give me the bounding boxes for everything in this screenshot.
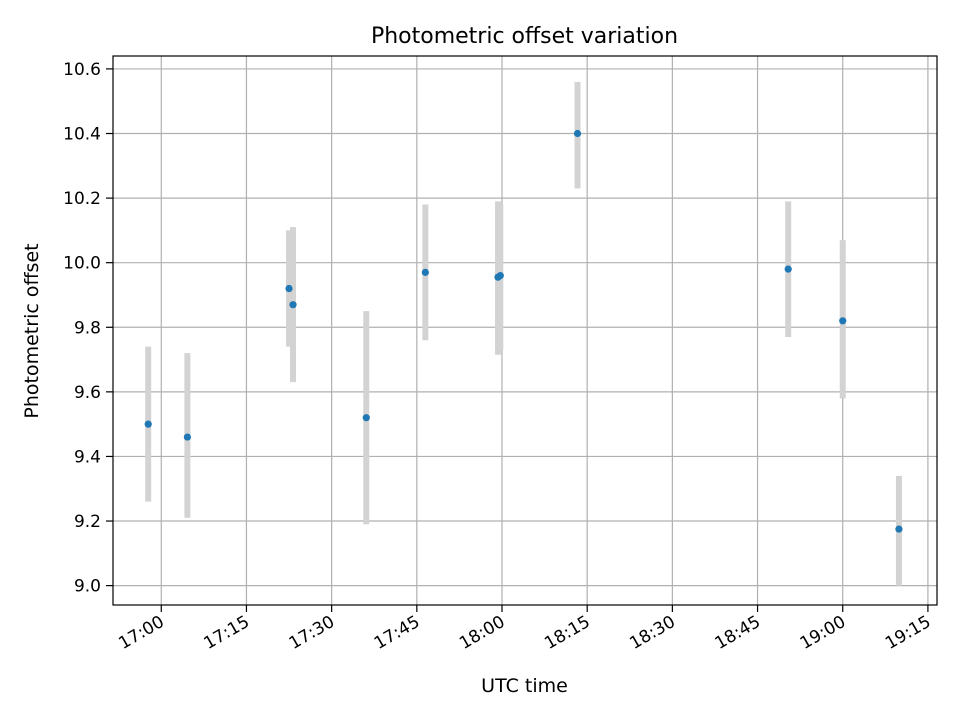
y-tick-label: 9.2	[74, 512, 101, 532]
y-axis-label: Photometric offset	[21, 243, 43, 418]
plot-frame	[112, 55, 938, 606]
point-layer	[144, 129, 903, 533]
y-tick-label: 10.2	[63, 189, 101, 209]
data-point	[895, 525, 903, 533]
y-tick-label: 10.0	[63, 254, 101, 274]
data-point	[285, 284, 293, 293]
data-point	[839, 317, 847, 325]
y-tick-label: 10.6	[63, 60, 101, 80]
data-point	[496, 272, 504, 280]
grid-layer	[113, 56, 937, 605]
y-tick-label: 9.6	[74, 383, 101, 403]
y-tick-label: 9.8	[74, 318, 101, 338]
data-point	[183, 433, 191, 441]
data-point	[289, 301, 297, 309]
x-axis-label: UTC time	[481, 675, 568, 697]
y-tick-label: 9.0	[74, 577, 101, 597]
data-point	[362, 414, 370, 422]
y-tick-label: 10.4	[63, 125, 101, 145]
data-point	[144, 420, 152, 428]
chart-title: Photometric offset variation	[371, 24, 678, 49]
data-point	[573, 129, 582, 138]
data-point	[421, 268, 429, 276]
data-point	[784, 265, 792, 273]
y-tick-label: 9.4	[74, 447, 101, 467]
